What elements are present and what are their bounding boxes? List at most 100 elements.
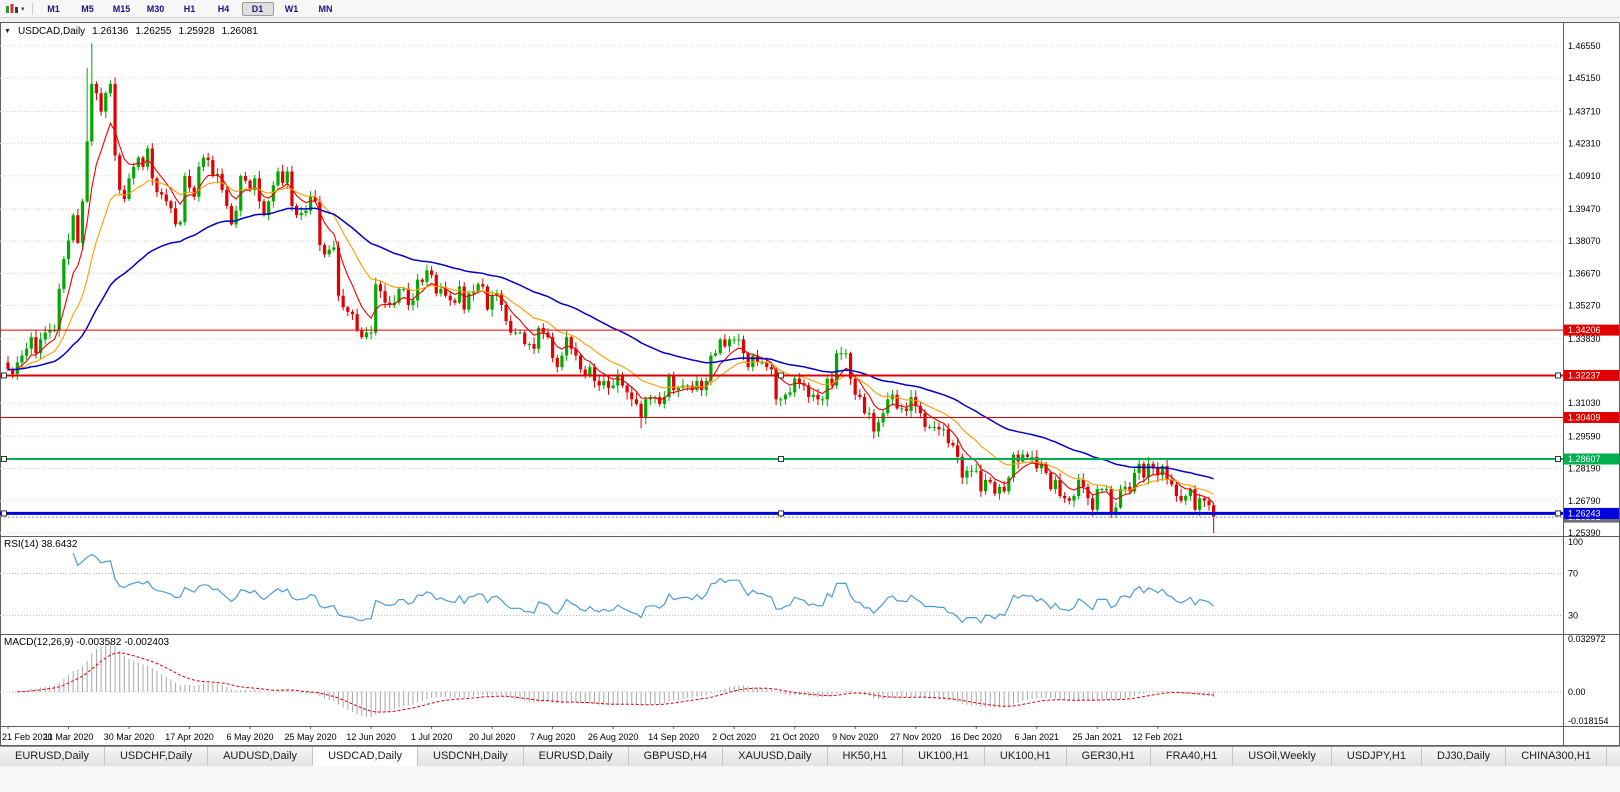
date-label: 20 Jul 2020: [469, 732, 516, 742]
date-label: 21 Feb 2020: [2, 732, 53, 742]
price-box-label: 1.30409: [1568, 413, 1601, 423]
status-bar: [0, 766, 1620, 792]
chart-region: 1.46550 1.45150 1.43710 1.42310 1.40910 1.394…: [0, 22, 1620, 746]
horizontal-line-1.28607[interactable]: [0, 455, 1563, 462]
toolbar-separator: [31, 2, 33, 15]
date-label: 25 May 2020: [285, 732, 337, 742]
chevron-down-icon[interactable]: ▾: [21, 5, 25, 13]
chart-tab-0-eurusd-daily[interactable]: EURUSD,Daily: [0, 747, 105, 766]
timeframe-button-h1[interactable]: H1: [183, 3, 196, 14]
rsi-panel: 100 70 30 RSI(14) 38.6432: [0, 536, 1620, 634]
macd-axis-label: 0.032972: [1568, 634, 1606, 644]
price-axis-label: 1.28190: [1568, 464, 1601, 474]
macd-chart[interactable]: 0.032972 0.00 -0.018154: [0, 634, 1620, 726]
date-label: 12 Feb 2021: [1133, 732, 1184, 742]
timeframe-button-m15[interactable]: M15: [112, 3, 131, 14]
price-box-label: 1.32237: [1568, 370, 1601, 380]
open-value: 1.26136: [92, 26, 129, 37]
rsi-line: [72, 552, 1214, 624]
chart-tab-14-usdjpy-h1[interactable]: USDJPY,H1: [1331, 747, 1422, 766]
chart-tab-2-audusd-daily[interactable]: AUDUSD,Daily: [208, 747, 314, 766]
line-handle[interactable]: [1, 455, 7, 462]
line-handle[interactable]: [778, 455, 784, 462]
timeframe-buttons: M1 M5 M15 M30 H1 H4 D1 W1 MN: [38, 1, 342, 16]
price-axis-label: 1.46550: [1568, 41, 1601, 51]
line-handle[interactable]: [1555, 372, 1561, 379]
price-axis-label: 1.40910: [1568, 171, 1601, 181]
date-label: 30 Mar 2020: [104, 732, 155, 742]
price-axis-label: 1.43710: [1568, 106, 1601, 116]
price-axis-label: 1.26790: [1568, 496, 1601, 506]
timeframe-button-mn[interactable]: MN: [318, 3, 333, 14]
rsi-axis-label: 100: [1568, 537, 1583, 547]
chart-tab-6-gbpusd-h4[interactable]: GBPUSD,H4: [628, 747, 724, 766]
price-grid: [0, 45, 1563, 534]
timeframe-button-w1[interactable]: W1: [284, 3, 299, 14]
date-label: 2 Oct 2020: [712, 732, 756, 742]
low-value: 1.25928: [178, 26, 215, 37]
candlestick-chart-icon: [6, 3, 18, 13]
price-axis-label: 1.39470: [1568, 204, 1601, 214]
date-label: 1 Jul 2020: [411, 732, 453, 742]
line-handle[interactable]: [1555, 455, 1561, 462]
chart-tab-13-usoil-weekly[interactable]: USOil,Weekly: [1233, 747, 1332, 766]
line-handle[interactable]: [1, 372, 7, 379]
chart-tab-9-uk100-h1[interactable]: UK100,H1: [903, 747, 985, 766]
chart-tab-16-china300-h1[interactable]: CHINA300,H1: [1506, 747, 1607, 766]
date-label: 21 Oct 2020: [770, 732, 819, 742]
macd-label: MACD(12,26,9) -0.003582 -0.002403: [4, 637, 170, 648]
chart-type-control[interactable]: ▾: [3, 3, 27, 15]
horizontal-line-1.32237[interactable]: [0, 372, 1563, 379]
timeframe-button-d1[interactable]: D1: [241, 1, 274, 16]
macd-axis-label: -0.018154: [1568, 716, 1609, 726]
chart-tab-7-xauusd-daily[interactable]: XAUUSD,Daily: [723, 747, 828, 766]
date-label: 17 Apr 2020: [165, 732, 214, 742]
chart-tab-8-hk50-h1[interactable]: HK50,H1: [827, 747, 904, 766]
chart-header: ▼ USDCAD,Daily 1.26136 1.26255 1.25928 1…: [4, 26, 258, 37]
date-label: 6 May 2020: [227, 732, 274, 742]
date-axis[interactable]: 21 Feb 2020 11 Mar 2020 30 Mar 2020 17 Apr …: [0, 726, 1620, 746]
date-label: 25 Jan 2021: [1072, 732, 1122, 742]
chart-tab-11-ger30-h1[interactable]: GER30,H1: [1066, 747, 1151, 766]
rsi-axis-label: 70: [1568, 569, 1578, 579]
price-axis-label: 1.45150: [1568, 73, 1601, 83]
chart-tab-3-usdcad-daily[interactable]: USDCAD,Daily: [313, 747, 419, 766]
price-axis-label: 1.36670: [1568, 268, 1601, 278]
rsi-chart[interactable]: 100 70 30: [0, 536, 1620, 634]
macd-panel: 0.032972 0.00 -0.018154 MACD(12,26,9) -0.0…: [0, 634, 1620, 726]
symbol-label: USDCAD,Daily: [17, 26, 86, 37]
price-chart[interactable]: 1.46550 1.45150 1.43710 1.42310 1.40910 1.394…: [0, 22, 1620, 536]
price-axis-label: 1.38070: [1568, 236, 1601, 246]
price-box-1.34206: [1564, 324, 1619, 336]
ma-line-18: [7, 180, 1214, 495]
line-handle[interactable]: [1, 510, 7, 517]
chart-tab-1-usdchf-daily[interactable]: USDCHF,Daily: [104, 747, 209, 766]
chart-tab-10-uk100-h1[interactable]: UK100,H1: [984, 747, 1067, 766]
timeframe-button-m30[interactable]: M30: [146, 3, 165, 14]
timeframe-button-h4[interactable]: H4: [217, 3, 230, 14]
price-axis-label: 1.31030: [1568, 398, 1601, 408]
chart-tab-17-u[interactable]: U: [1606, 747, 1620, 766]
timeframe-button-m1[interactable]: M1: [47, 3, 60, 14]
chart-tab-12-fra40-h1[interactable]: FRA40,H1: [1150, 747, 1234, 766]
date-label: 9 Nov 2020: [832, 732, 878, 742]
toolbar-strip: [0, 18, 1620, 22]
top-toolbar: ▾ M1 M5 M15 M30 H1 H4 D1 W1 MN: [0, 0, 1620, 18]
chart-tab-15-dj30-daily[interactable]: DJ30,Daily: [1422, 747, 1507, 766]
horizontal-line-1.26243[interactable]: [0, 510, 1563, 517]
date-label: 12 Jun 2020: [346, 732, 396, 742]
line-handle[interactable]: [778, 510, 784, 517]
ma-line-50: [7, 207, 1214, 480]
symbol-dropdown-icon[interactable]: ▼: [4, 28, 11, 35]
macd-axis-label: 0.00: [1568, 687, 1586, 697]
date-label: 14 Sep 2020: [648, 732, 699, 742]
price-box-label: 1.28607: [1568, 454, 1601, 464]
timeframe-button-m5[interactable]: M5: [81, 3, 94, 14]
chart-tab-5-eurusd-daily[interactable]: EURUSD,Daily: [523, 747, 629, 766]
line-handle[interactable]: [1555, 510, 1561, 517]
price-axis-label: 1.42310: [1568, 139, 1601, 149]
line-handle[interactable]: [778, 372, 784, 379]
chart-tab-4-usdcnh-daily[interactable]: USDCNH,Daily: [418, 747, 524, 766]
date-label: 6 Jan 2021: [1014, 732, 1059, 742]
